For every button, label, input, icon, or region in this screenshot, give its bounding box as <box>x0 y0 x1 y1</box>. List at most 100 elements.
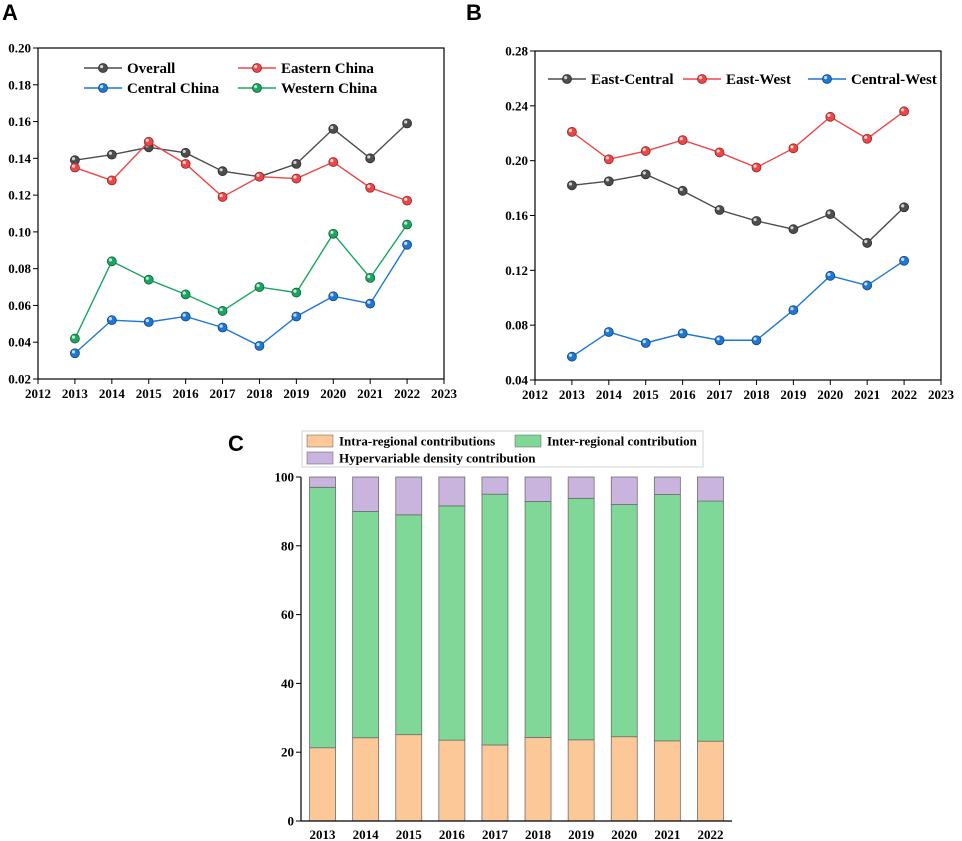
legend-label: Inter-regional contribution <box>547 434 698 449</box>
data-point-overall-dot <box>180 147 191 158</box>
bar-segment-hypervariable-density-contribution <box>610 476 638 505</box>
data-point-east-west-dot <box>567 126 577 137</box>
legend-swatch <box>306 451 334 465</box>
legend-marker-dot <box>822 74 832 84</box>
data-point-east-central-shine <box>716 207 720 211</box>
x-tick-label: 2021 <box>854 387 880 402</box>
data-point-central-china-shine <box>182 313 186 317</box>
data-point-overall-shine <box>330 125 334 130</box>
series-line-central-china <box>74 244 408 354</box>
data-point-eastern-china <box>70 162 80 173</box>
data-point-eastern-china-dot <box>402 195 412 206</box>
data-point-east-west-dot <box>640 146 651 156</box>
data-point-central-china-shine <box>256 342 260 347</box>
data-point-eastern-china <box>106 175 117 186</box>
data-point-central-china <box>291 311 302 322</box>
data-point-western-china <box>180 289 191 300</box>
data-point-eastern-china-shine <box>145 138 149 142</box>
series-line-central-west <box>571 260 905 358</box>
data-point-east-west-dot <box>714 147 725 158</box>
legend-entry-inter-regional-contribution: Inter-regional contribution <box>514 434 698 449</box>
data-point-central-china-dot <box>254 340 265 351</box>
x-tick-label: 2019 <box>283 386 310 401</box>
data-point-east-west-shine <box>790 145 794 149</box>
data-point-east-central-dot <box>603 176 614 187</box>
legend-label: Central China <box>127 81 220 97</box>
data-point-central-china-shine <box>367 300 371 304</box>
data-point-eastern-china-shine <box>256 173 260 177</box>
x-tick-label: 2012 <box>25 386 51 401</box>
data-point-central-china <box>254 340 265 351</box>
data-point-east-west-shine <box>642 148 646 152</box>
data-point-east-west-dot <box>899 106 909 117</box>
legend-entry-intra-regional-contributions: Intra-regional contributions <box>306 434 495 449</box>
legend-entry-central-china: Central China <box>84 81 220 97</box>
data-point-east-central-dot <box>788 224 799 235</box>
data-point-overall-dot <box>217 166 228 177</box>
bar-segment-intra-regional-contributions <box>352 737 380 822</box>
data-point-overall <box>106 149 117 160</box>
data-point-central-west <box>788 305 799 315</box>
data-point-east-west <box>603 154 614 165</box>
legend-marker-shine <box>100 65 104 69</box>
data-point-east-west-shine <box>827 113 831 117</box>
data-point-western-china-dot <box>402 219 412 230</box>
data-point-central-west <box>567 351 577 362</box>
bar-segment-inter-regional-contribution <box>610 504 638 738</box>
data-point-central-china <box>70 348 80 359</box>
data-point-central-west-dot <box>603 327 614 337</box>
data-point-central-china-shine <box>330 293 334 297</box>
y-tick-label: 0.08 <box>505 318 528 333</box>
x-tick-label: 2015 <box>633 387 660 402</box>
data-point-western-china-dot <box>106 256 117 267</box>
y-tick-label: 0.20 <box>505 153 528 168</box>
data-point-east-central <box>788 224 799 235</box>
bar-segment-inter-regional-contribution <box>697 500 724 742</box>
data-point-eastern-china-shine <box>108 177 113 181</box>
panel-b-letter: B <box>466 0 482 25</box>
data-point-western-china-shine <box>108 258 113 262</box>
legend-label: Western China <box>281 81 378 97</box>
data-point-western-china-dot <box>291 287 302 298</box>
data-point-central-west-shine <box>901 257 905 261</box>
x-tick-label: 2015 <box>136 386 163 401</box>
panel-c-letter: C <box>228 431 244 456</box>
data-point-eastern-china-dot <box>328 157 339 167</box>
x-tick-label: 2021 <box>654 827 680 841</box>
data-point-east-central <box>640 169 651 180</box>
bar-segment-hypervariable-density-contribution <box>653 476 681 495</box>
y-tick-label: 20 <box>281 745 294 760</box>
data-point-overall <box>217 166 228 177</box>
legend: East-Central East-West Central-West <box>548 72 937 88</box>
legend-label: East-West <box>726 72 791 88</box>
data-point-western-china-dot <box>70 333 80 344</box>
y-tick-label: 0.04 <box>8 335 31 350</box>
data-point-central-west-shine <box>716 337 720 341</box>
legend-frame <box>301 430 704 468</box>
data-point-central-west <box>825 270 836 281</box>
data-point-east-west <box>714 147 725 158</box>
series-line-east-central <box>571 173 905 244</box>
data-point-eastern-china <box>328 157 339 167</box>
data-point-central-west <box>751 335 762 346</box>
data-point-western-china <box>254 282 265 292</box>
panel-c-stacked-bar-chart: C 0 20 40 60 80 100 2013 2014 2015 2016 2017 2018 20… <box>228 430 732 841</box>
data-point-east-west-dot <box>677 135 688 146</box>
legend-entry-east-central: East-Central <box>548 72 674 88</box>
data-point-western-china-shine <box>71 335 76 339</box>
data-point-western-china <box>291 287 302 298</box>
x-tick-label: 2022 <box>891 387 917 402</box>
data-point-western-china <box>106 256 117 267</box>
data-point-central-west-shine <box>753 337 757 341</box>
y-tick-label: 0.24 <box>505 98 528 113</box>
bar-segment-hypervariable-density-contribution <box>481 476 509 495</box>
data-point-western-china-shine <box>145 276 149 280</box>
x-tick-label: 2013 <box>62 386 89 401</box>
data-point-east-central <box>603 176 614 187</box>
data-point-western-china <box>217 306 228 316</box>
data-point-western-china-dot <box>180 289 191 300</box>
data-point-central-china <box>180 311 191 322</box>
data-point-east-central-shine <box>790 226 794 230</box>
data-point-east-central-dot <box>899 202 909 213</box>
